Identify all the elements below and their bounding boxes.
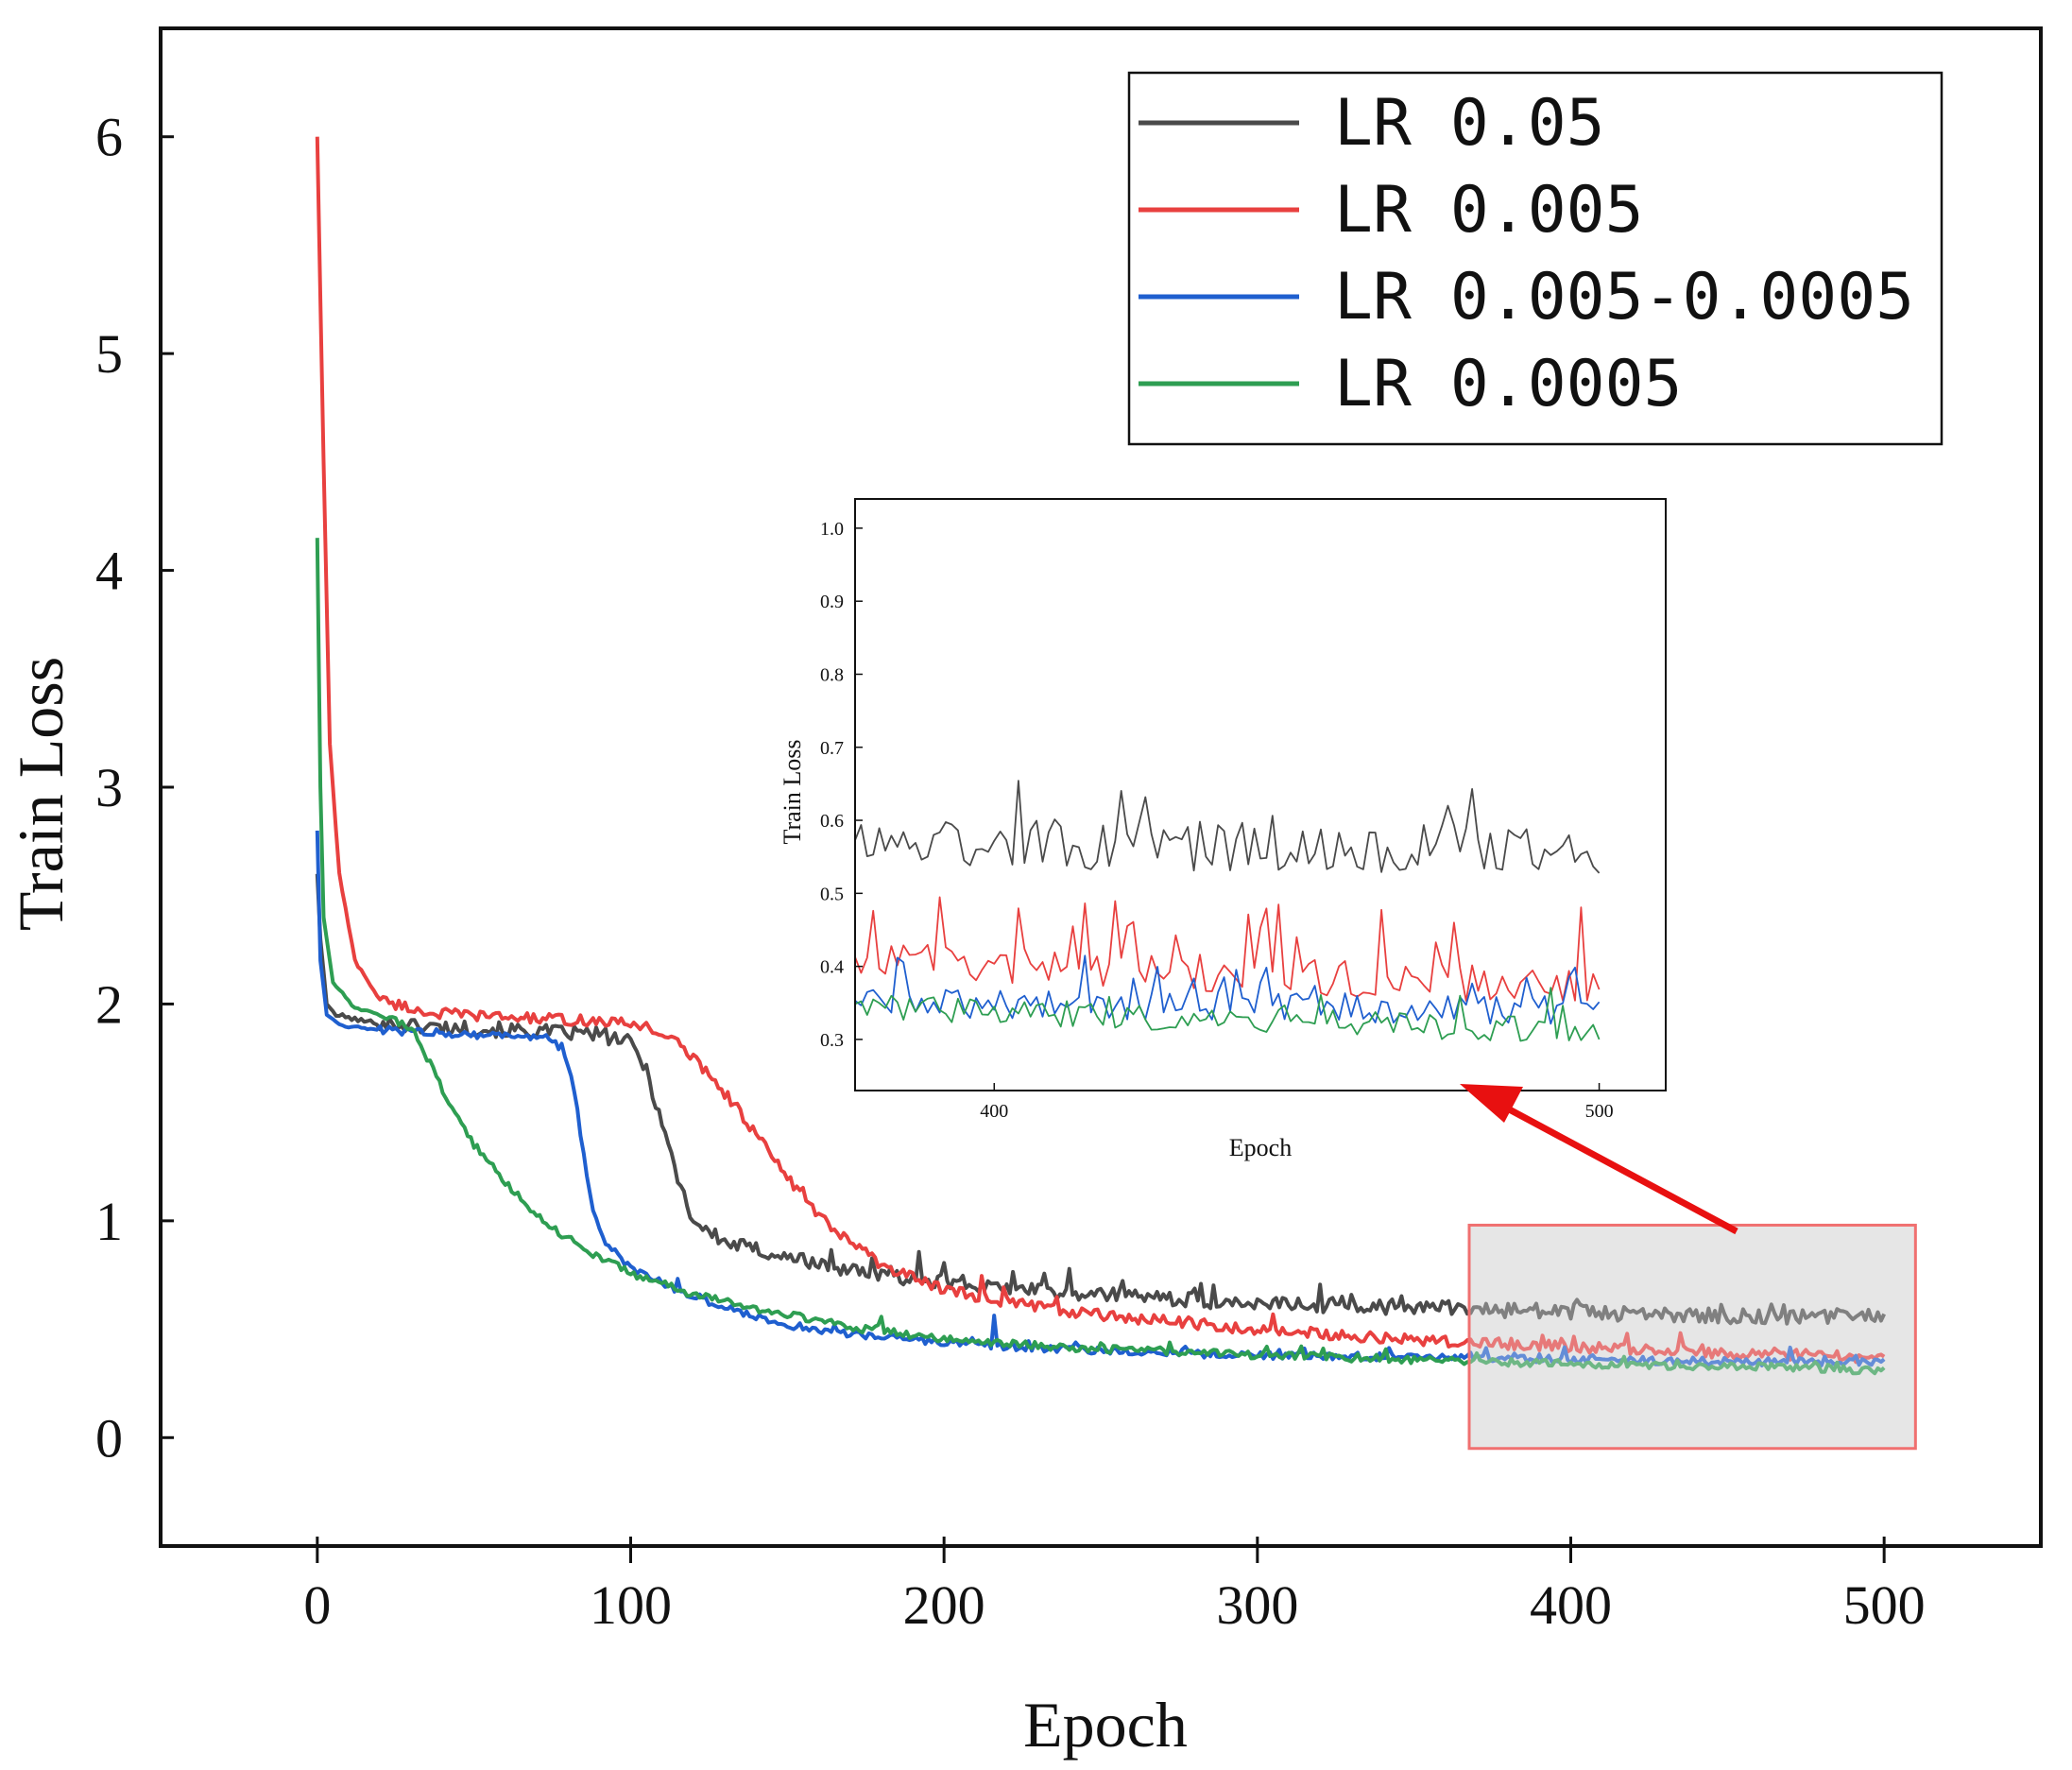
legend-label-lr-0.005-0.0005: LR 0.005-0.0005 xyxy=(1334,260,1914,335)
inset-x-tick-label: 400 xyxy=(980,1101,1008,1122)
inset-y-tick-label: 0.7 xyxy=(820,738,844,759)
inset-x-ticks: 400 500 xyxy=(980,1083,1614,1122)
inset-x-axis-label: Epoch xyxy=(1229,1134,1292,1161)
legend-label-lr-0.05: LR 0.05 xyxy=(1334,86,1605,161)
inset-y-tick-label: 0.6 xyxy=(820,811,844,832)
zoom-arrow-shaft xyxy=(1500,1102,1738,1235)
legend-label-lr-0.005: LR 0.005 xyxy=(1334,173,1644,248)
inset-y-tick-label: 0.9 xyxy=(820,592,844,612)
main-x-tick-label: 100 xyxy=(590,1574,672,1636)
main-x-axis-label: Epoch xyxy=(1023,1689,1188,1761)
inset-y-tick-label: 0.4 xyxy=(820,957,844,978)
main-series-layer xyxy=(315,136,1887,1376)
main-y-tick-label: 3 xyxy=(95,757,123,818)
inset-series-lr-0.0005 xyxy=(854,987,1601,1042)
main-y-ticks: 0 1 2 3 4 5 6 xyxy=(95,107,174,1469)
inset-series-lr-0.05 xyxy=(854,780,1601,874)
inset-y-tick-label: 0.5 xyxy=(820,884,844,904)
inset-y-axis-label: Train Loss xyxy=(779,739,806,844)
main-series-lr-0.005 xyxy=(315,136,1886,1365)
main-series-lr-0.05 xyxy=(315,873,1887,1326)
main-y-tick-label: 2 xyxy=(95,973,123,1035)
main-y-tick-label: 1 xyxy=(95,1191,123,1252)
main-x-tick-label: 400 xyxy=(1530,1574,1612,1636)
inset-y-ticks: 0.3 0.4 0.5 0.6 0.7 0.8 0.9 1.0 xyxy=(820,519,863,1051)
inset-series-lr-0.005-0.0005 xyxy=(854,954,1601,1025)
main-x-ticks: 0 100 200 300 400 500 xyxy=(303,1537,1926,1636)
inset-x-tick-label: 500 xyxy=(1585,1101,1614,1122)
inset-plot: 400 500 0.3 0.4 0.5 0.6 0.7 0.8 0.9 1.0 Epoch Tr… xyxy=(779,498,1667,1161)
main-y-tick-label: 5 xyxy=(95,323,123,385)
zoom-region-overlay xyxy=(1467,1223,1917,1451)
main-x-tick-label: 300 xyxy=(1216,1574,1298,1636)
inset-series-lr-0.005 xyxy=(854,896,1601,1002)
main-series-lr-0.0005 xyxy=(315,538,1886,1376)
main-x-tick-label: 0 xyxy=(303,1574,331,1636)
main-x-tick-label: 200 xyxy=(903,1574,985,1636)
inset-plot-frame xyxy=(854,498,1667,1091)
main-y-tick-label: 6 xyxy=(95,107,123,168)
inset-y-tick-label: 1.0 xyxy=(820,519,844,540)
main-x-tick-label: 500 xyxy=(1843,1574,1926,1636)
main-y-tick-label: 4 xyxy=(95,541,123,602)
inset-y-tick-label: 0.8 xyxy=(820,664,844,685)
inset-series-layer xyxy=(854,780,1601,1042)
legend-label-lr-0.0005: LR 0.0005 xyxy=(1334,347,1682,421)
main-plot: 0 100 200 300 400 500 0 1 2 3 4 5 6 Epoch Train Los… xyxy=(5,26,2043,1761)
legend: LR 0.05 LR 0.005 LR 0.005-0.0005 LR 0.00… xyxy=(1127,71,1944,446)
zoom-arrow-head xyxy=(1460,1084,1523,1123)
main-y-axis-label: Train Loss xyxy=(5,657,77,931)
main-y-tick-label: 0 xyxy=(95,1407,123,1469)
zoom-arrow xyxy=(1460,1084,1738,1235)
inset-y-tick-label: 0.3 xyxy=(820,1030,844,1051)
zoom-overlay-layer xyxy=(1467,1223,1917,1451)
